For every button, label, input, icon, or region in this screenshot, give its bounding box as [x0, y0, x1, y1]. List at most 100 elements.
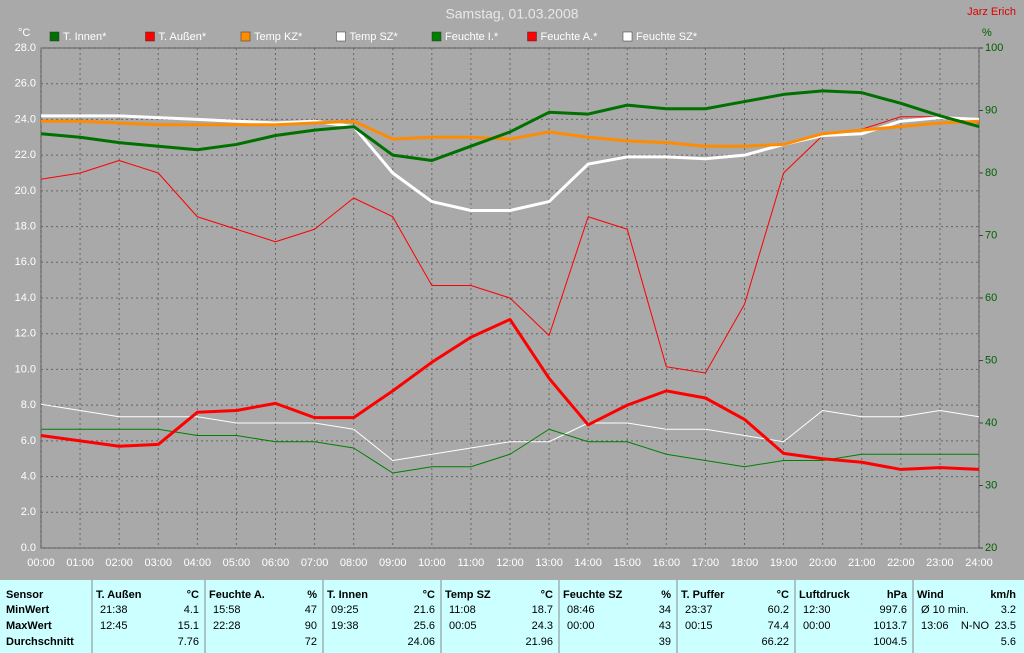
y-tick-label: 12.0	[15, 328, 36, 340]
x-tick-label: 01:00	[66, 557, 94, 569]
cell-value: 21.6	[414, 604, 435, 616]
cell-value: 3.2	[1001, 604, 1016, 616]
y-tick-label: 20.0	[15, 185, 36, 197]
legend-label: Feuchte A.*	[541, 31, 599, 43]
x-tick-label: 23:00	[926, 557, 954, 569]
series-line	[41, 114, 980, 212]
y-tick-label: 28.0	[15, 42, 36, 54]
x-tick-label: 12:00	[496, 557, 524, 569]
x-tick-label: 03:00	[144, 557, 172, 569]
cell-time: 21:38	[100, 604, 128, 616]
cell-value: 47	[305, 604, 317, 616]
x-tick-label: 16:00	[653, 557, 681, 569]
group-unit: °C	[541, 589, 553, 601]
cell-value: 23.5	[995, 620, 1016, 632]
series-line	[40, 89, 980, 162]
cell-time: 09:25	[331, 604, 359, 616]
cell-time: 00:00	[803, 620, 831, 632]
cell-time: 22:28	[213, 620, 241, 632]
group-unit: %	[307, 589, 317, 601]
row-label: MinWert	[6, 604, 50, 616]
x-tick-label: 06:00	[262, 557, 290, 569]
group-header: Temp SZ	[445, 589, 491, 601]
cell-time: 11:08	[449, 604, 476, 616]
x-tick-label: 10:00	[418, 557, 446, 569]
x-tick-label: 14:00	[574, 557, 602, 569]
series-line	[41, 119, 980, 148]
cell-value: 21.96	[525, 636, 553, 648]
group-header: T. Puffer	[681, 589, 725, 601]
x-tick-label: 00:00	[27, 557, 55, 569]
group-header: Feuchte A.	[209, 589, 265, 601]
legend-label: Temp KZ*	[254, 31, 303, 43]
author: Jarz Erich	[967, 6, 1016, 18]
y-tick-label: 10.0	[15, 363, 36, 375]
legend-label: Temp SZ*	[350, 31, 399, 43]
y-tick-label: 6.0	[21, 435, 36, 447]
row-label: MaxWert	[6, 620, 52, 632]
cell-time: 12:30	[803, 604, 831, 616]
y2-tick-label: 20	[985, 542, 997, 554]
y2-tick-label: 80	[985, 167, 997, 179]
x-tick-label: 21:00	[848, 557, 876, 569]
y-tick-label: 8.0	[21, 399, 36, 411]
legend-label: T. Innen*	[63, 31, 107, 43]
x-tick-label: 20:00	[809, 557, 837, 569]
y-tick-label: 26.0	[15, 78, 36, 90]
y-tick-label: 0.0	[21, 542, 36, 554]
cell-value: 74.4	[768, 620, 789, 632]
cell-value: 72	[305, 636, 317, 648]
legend-swatch	[336, 31, 346, 42]
y2-tick-label: 90	[985, 104, 997, 116]
y-tick-label: 2.0	[21, 506, 36, 518]
y2-tick-label: 100	[985, 42, 1003, 54]
x-tick-label: 08:00	[340, 557, 368, 569]
cell-value: 1013.7	[873, 620, 907, 632]
cell-time: Ø 10 min.	[921, 604, 969, 616]
x-tick-label: 24:00	[965, 557, 993, 569]
legend-label: T. Außen*	[159, 31, 207, 43]
chart: Samstag, 01.03.2008 Jarz Erich °C % 0.0 2…	[15, 6, 1016, 569]
x-tick-label: 11:00	[458, 557, 485, 569]
legend-label: Feuchte SZ*	[636, 31, 698, 43]
x-tick-label: 04:00	[184, 557, 212, 569]
row-label: Sensor	[6, 589, 44, 601]
cell-time: 15:58	[213, 604, 241, 616]
x-tick-label: 02:00	[105, 557, 133, 569]
stats-table: Sensor MinWert MaxWert Durchschnitt T. Außen…	[0, 580, 1024, 653]
y2-tick-label: 30	[985, 479, 997, 491]
cell-value: 60.2	[768, 604, 789, 616]
cell-time: 13:06	[921, 620, 949, 632]
group-unit: °C	[187, 589, 199, 601]
cell-value: 997.6	[879, 604, 907, 616]
legend-swatch	[431, 31, 442, 42]
legend-swatch	[240, 31, 251, 42]
cell-value: 7.76	[178, 636, 199, 648]
cell-time: 23:37	[685, 604, 713, 616]
group-unit: °C	[777, 589, 789, 601]
cell-time: 00:05	[449, 620, 477, 632]
cell-time: 12:45	[100, 620, 128, 632]
group-header: T. Außen	[96, 589, 142, 601]
y2-tick-label: 70	[985, 229, 997, 241]
cell-value: 39	[659, 636, 671, 648]
cell-value: 1004.5	[873, 636, 907, 648]
cell-time: 00:15	[685, 620, 713, 632]
legend-swatch	[49, 31, 60, 42]
series-line	[41, 428, 979, 474]
legend-swatch	[527, 31, 537, 42]
x-tick-label: 05:00	[223, 557, 251, 569]
row-label: Durchschnitt	[6, 636, 74, 648]
cell-value: 24.06	[407, 636, 435, 648]
x-tick-label: 17:00	[692, 557, 720, 569]
cell-extra: N-NO	[961, 620, 990, 632]
y-tick-label: 14.0	[15, 292, 36, 304]
x-tick-label: 13:00	[535, 557, 563, 569]
legend-swatch	[622, 31, 633, 42]
legend-swatch	[145, 31, 155, 42]
y-tick-label: 4.0	[21, 470, 36, 482]
cell-value: 34	[659, 604, 671, 616]
cell-value: 5.6	[1001, 636, 1016, 648]
y2-tick-label: 50	[985, 354, 997, 366]
cell-value: 18.7	[532, 604, 553, 616]
